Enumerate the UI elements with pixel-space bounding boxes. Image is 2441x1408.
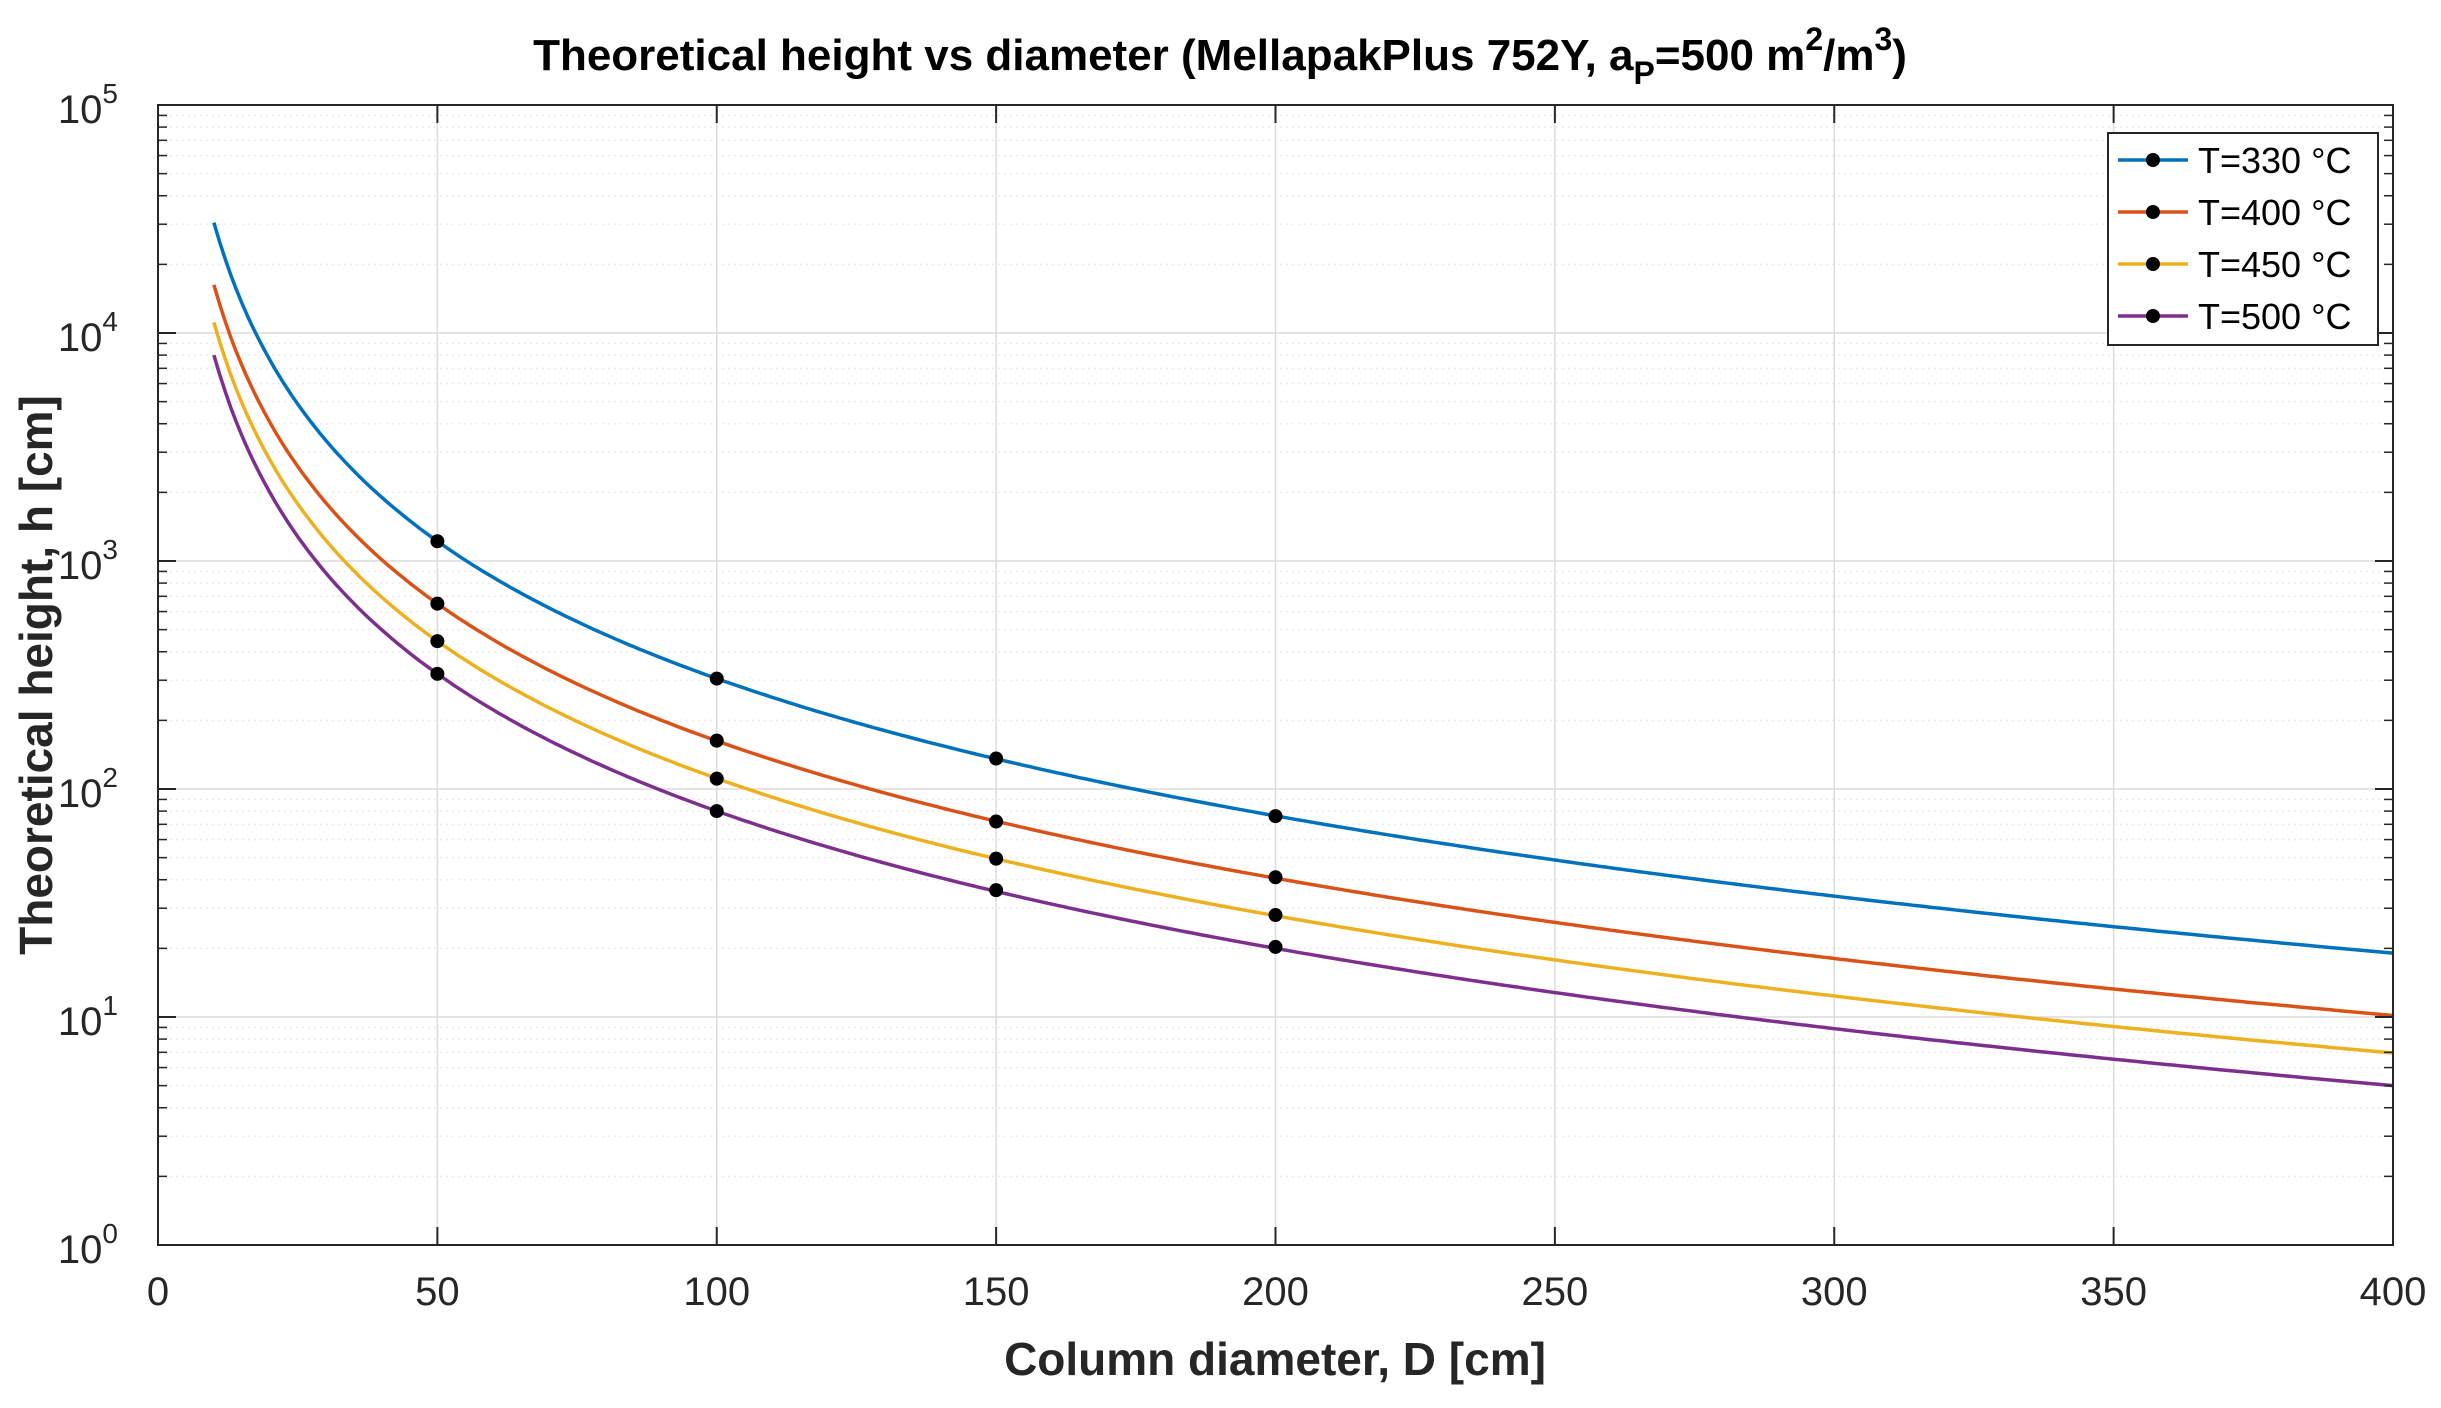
data-point — [989, 814, 1004, 829]
data-point — [709, 804, 724, 819]
x-tick-label: 400 — [2360, 1270, 2427, 1314]
x-tick-label: 150 — [963, 1270, 1030, 1314]
y-tick-label: 105 — [58, 78, 118, 132]
y-tick-label: 103 — [58, 534, 118, 588]
data-point — [1268, 908, 1283, 923]
y-tick-label: 102 — [58, 762, 118, 816]
legend: T=330 °C T=400 °C T=450 °C T=500 °C — [2107, 132, 2379, 346]
y-tick-label: 101 — [58, 990, 118, 1044]
x-tick-labels: 0 50 100 150 200 250 300 350 400 — [147, 1270, 2427, 1314]
legend-label: T=450 °C — [2198, 244, 2351, 285]
x-tick-label: 250 — [1522, 1270, 1589, 1314]
legend-label: T=500 °C — [2198, 296, 2351, 337]
x-axis-label: Column diameter, D [cm] — [1004, 1333, 1546, 1385]
x-tick-label: 300 — [1801, 1270, 1868, 1314]
legend-marker — [2146, 257, 2160, 271]
data-point — [709, 671, 724, 686]
data-point — [1268, 939, 1283, 954]
y-tick-labels: 100 101 102 103 104 105 — [58, 78, 118, 1272]
x-tick-label: 0 — [147, 1270, 169, 1314]
legend-label: T=400 °C — [2198, 192, 2351, 233]
chart-title: Theoretical height vs diameter (Mellapak… — [533, 21, 1907, 91]
y-tick-label: 104 — [58, 306, 118, 360]
data-point — [1268, 870, 1283, 885]
data-point — [709, 771, 724, 786]
series-line-2 — [212, 284, 2394, 1018]
data-point — [989, 751, 1004, 766]
series-line-1 — [212, 222, 2394, 955]
data-point — [430, 534, 445, 549]
series-line-4 — [212, 354, 2394, 1088]
data-point — [430, 596, 445, 611]
y-tick-label: 100 — [58, 1218, 118, 1272]
legend-marker — [2146, 205, 2160, 219]
x-tick-label: 50 — [415, 1270, 460, 1314]
data-point — [1268, 809, 1283, 824]
x-tick-label: 100 — [683, 1270, 750, 1314]
series-line-3 — [212, 321, 2394, 1055]
series-lines — [212, 222, 2394, 1088]
data-point — [989, 883, 1004, 898]
data-point — [989, 851, 1004, 866]
x-tick-label: 200 — [1242, 1270, 1309, 1314]
series-markers — [430, 534, 1283, 954]
legend-marker — [2146, 153, 2160, 167]
axis-ticks — [157, 104, 2394, 1246]
y-axis-label: Theoretical height, h [cm] — [10, 395, 62, 955]
data-point — [709, 733, 724, 748]
legend-label: T=330 °C — [2198, 140, 2351, 181]
data-point — [430, 666, 445, 681]
legend-marker — [2146, 309, 2160, 323]
x-tick-label: 350 — [2080, 1270, 2147, 1314]
data-point — [430, 634, 445, 649]
